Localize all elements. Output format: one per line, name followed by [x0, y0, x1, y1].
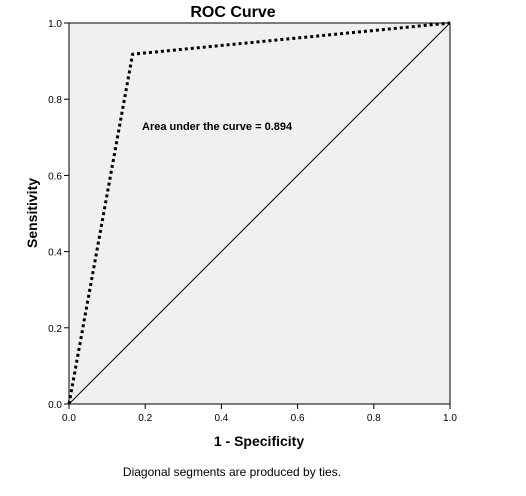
reference-diagonal-line: [68, 22, 451, 405]
x-tick-label: 0.4: [214, 413, 228, 424]
x-tick-label: 1.0: [443, 413, 457, 424]
x-tick-label: 0.2: [138, 413, 152, 424]
y-tick-label: 0.4: [48, 248, 62, 259]
roc-curve-line: [67, 21, 451, 405]
y-tick-label: 1.0: [48, 19, 62, 30]
y-tick-label: 0.0: [48, 400, 62, 411]
y-axis-label: Sensitivity: [24, 178, 40, 248]
y-tick-label: 0.2: [48, 324, 62, 335]
chart-title: ROC Curve: [190, 4, 275, 21]
y-axis-ticks: 0.0 0.2 0.4 0.6 0.8 1.0: [48, 19, 69, 411]
y-tick-label: 0.8: [48, 95, 62, 106]
y-tick-label: 0.6: [48, 171, 62, 182]
x-tick-label: 0.6: [291, 413, 305, 424]
auc-annotation: Area under the curve = 0.894: [142, 121, 293, 133]
x-axis-ticks: 0.0 0.2 0.4 0.6 0.8 1.0: [62, 404, 457, 424]
series-layer: [67, 21, 451, 405]
x-tick-label: 0.8: [367, 413, 381, 424]
x-tick-label: 0.0: [62, 413, 76, 424]
footnote: Diagonal segments are produced by ties.: [123, 465, 341, 479]
x-axis-label: 1 - Specificity: [214, 433, 304, 449]
